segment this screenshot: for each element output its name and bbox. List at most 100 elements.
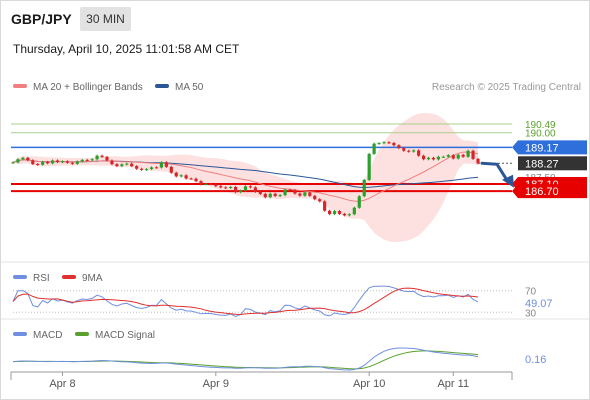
candle-body bbox=[95, 155, 99, 160]
candle-body bbox=[90, 159, 94, 161]
forecast-arrow-head bbox=[502, 174, 514, 188]
candle-body bbox=[466, 150, 470, 157]
candle-body bbox=[169, 166, 173, 173]
candle-body bbox=[174, 172, 178, 177]
bollinger-band-area bbox=[13, 113, 478, 243]
candle-body bbox=[412, 150, 416, 152]
last-price-label: 188.27 bbox=[525, 158, 559, 170]
candle-body bbox=[65, 161, 70, 163]
rsi-value-label: 49.07 bbox=[525, 298, 553, 310]
candle-body bbox=[105, 156, 109, 161]
candle-body bbox=[372, 143, 376, 154]
candle-body bbox=[75, 161, 79, 164]
resistance-label: 190.00 bbox=[525, 129, 556, 140]
candle-body bbox=[224, 187, 228, 189]
candle-body bbox=[179, 175, 183, 177]
x-tick-label: Apr 10 bbox=[353, 378, 385, 390]
macd-legend-label: MACD bbox=[33, 330, 62, 341]
candle-body bbox=[263, 193, 267, 198]
rsi-legend-label: RSI bbox=[33, 273, 50, 284]
macd-line bbox=[12, 347, 479, 371]
candle-body bbox=[288, 189, 292, 191]
support-price-tag bbox=[512, 184, 587, 199]
macd-panel: MACD MACD Signal 0.16 bbox=[1, 318, 589, 371]
candle-body bbox=[461, 154, 465, 157]
candle-body bbox=[85, 159, 89, 161]
candle-body bbox=[248, 186, 253, 188]
ma20-legend-label: MA 20 + Bollinger Bands bbox=[33, 82, 143, 93]
symbol-title: GBP/JPY bbox=[11, 11, 72, 27]
candle-body bbox=[50, 160, 55, 164]
candle-body bbox=[426, 157, 431, 160]
candle-body bbox=[337, 211, 342, 214]
x-tick-label: Apr 8 bbox=[49, 378, 75, 390]
ma50-legend-label: MA 50 bbox=[175, 82, 204, 93]
candle-body bbox=[194, 178, 198, 182]
candle-body bbox=[100, 155, 104, 157]
candle-body bbox=[258, 191, 262, 194]
macd-legend-swatch bbox=[13, 332, 27, 336]
timeframe-button[interactable]: 30 MIN bbox=[80, 7, 131, 31]
rsi-level-label: 70 bbox=[525, 287, 537, 298]
pivot-price-tag bbox=[512, 140, 587, 155]
candle-body bbox=[253, 187, 257, 192]
candle-body bbox=[446, 155, 450, 157]
ma50-legend-swatch bbox=[155, 84, 169, 88]
candle-body bbox=[357, 196, 361, 208]
candle-body bbox=[431, 157, 436, 160]
x-tick-label: Apr 11 bbox=[437, 378, 469, 390]
candle-body bbox=[11, 162, 15, 164]
candle-body bbox=[149, 167, 154, 170]
candle-body bbox=[387, 142, 391, 144]
candle-body bbox=[476, 158, 480, 164]
candle-body bbox=[313, 195, 317, 200]
candle-body bbox=[31, 160, 35, 165]
candle-body bbox=[204, 184, 208, 185]
rsi-ma-legend-label: 9MA bbox=[82, 273, 103, 284]
candle-body bbox=[367, 153, 371, 180]
candle-body bbox=[140, 168, 144, 170]
rsi-ma-line bbox=[12, 287, 479, 316]
candle-body bbox=[159, 162, 164, 168]
candle-body bbox=[451, 155, 455, 159]
ma20-legend-swatch bbox=[13, 84, 27, 88]
resistance-label: 190.49 bbox=[525, 120, 556, 131]
x-tick-label: Apr 9 bbox=[203, 378, 229, 390]
candle-body bbox=[125, 163, 129, 165]
candle-body bbox=[318, 199, 322, 202]
candle-body bbox=[135, 166, 139, 169]
candle-body bbox=[298, 193, 302, 196]
candle-body bbox=[392, 142, 396, 146]
candle-body bbox=[60, 161, 65, 163]
pivot-label: 189.17 bbox=[525, 142, 559, 154]
candle-body bbox=[16, 159, 20, 163]
candle-body bbox=[41, 161, 45, 165]
time-axis: Apr 8 Apr 9 Apr 10 Apr 11 bbox=[10, 371, 513, 390]
candle-body bbox=[436, 156, 441, 160]
candle-body bbox=[234, 187, 238, 193]
candle-body bbox=[347, 214, 351, 216]
candle-body bbox=[229, 187, 233, 189]
candle-body bbox=[189, 178, 193, 180]
candle-body bbox=[110, 160, 114, 165]
candle-body bbox=[293, 190, 297, 194]
rsi-level-label: 30 bbox=[525, 308, 537, 319]
candle-body bbox=[332, 211, 337, 215]
candle-body bbox=[352, 207, 356, 215]
candle-body bbox=[308, 192, 312, 196]
candle-body bbox=[407, 150, 411, 152]
candle-body bbox=[80, 159, 84, 162]
rsi-line bbox=[12, 285, 479, 318]
candle-body bbox=[26, 157, 30, 161]
candle-body bbox=[214, 184, 218, 187]
macd-signal-legend-swatch bbox=[75, 332, 89, 336]
candle-body bbox=[164, 162, 168, 167]
candle-body bbox=[421, 155, 426, 160]
candle-body bbox=[184, 175, 188, 179]
candle-body bbox=[21, 157, 25, 160]
candle-body bbox=[303, 192, 307, 196]
candle-body bbox=[36, 164, 40, 166]
last-price-tag bbox=[518, 156, 587, 171]
candle-body bbox=[199, 181, 203, 185]
support-label: 186.70 bbox=[525, 186, 559, 198]
